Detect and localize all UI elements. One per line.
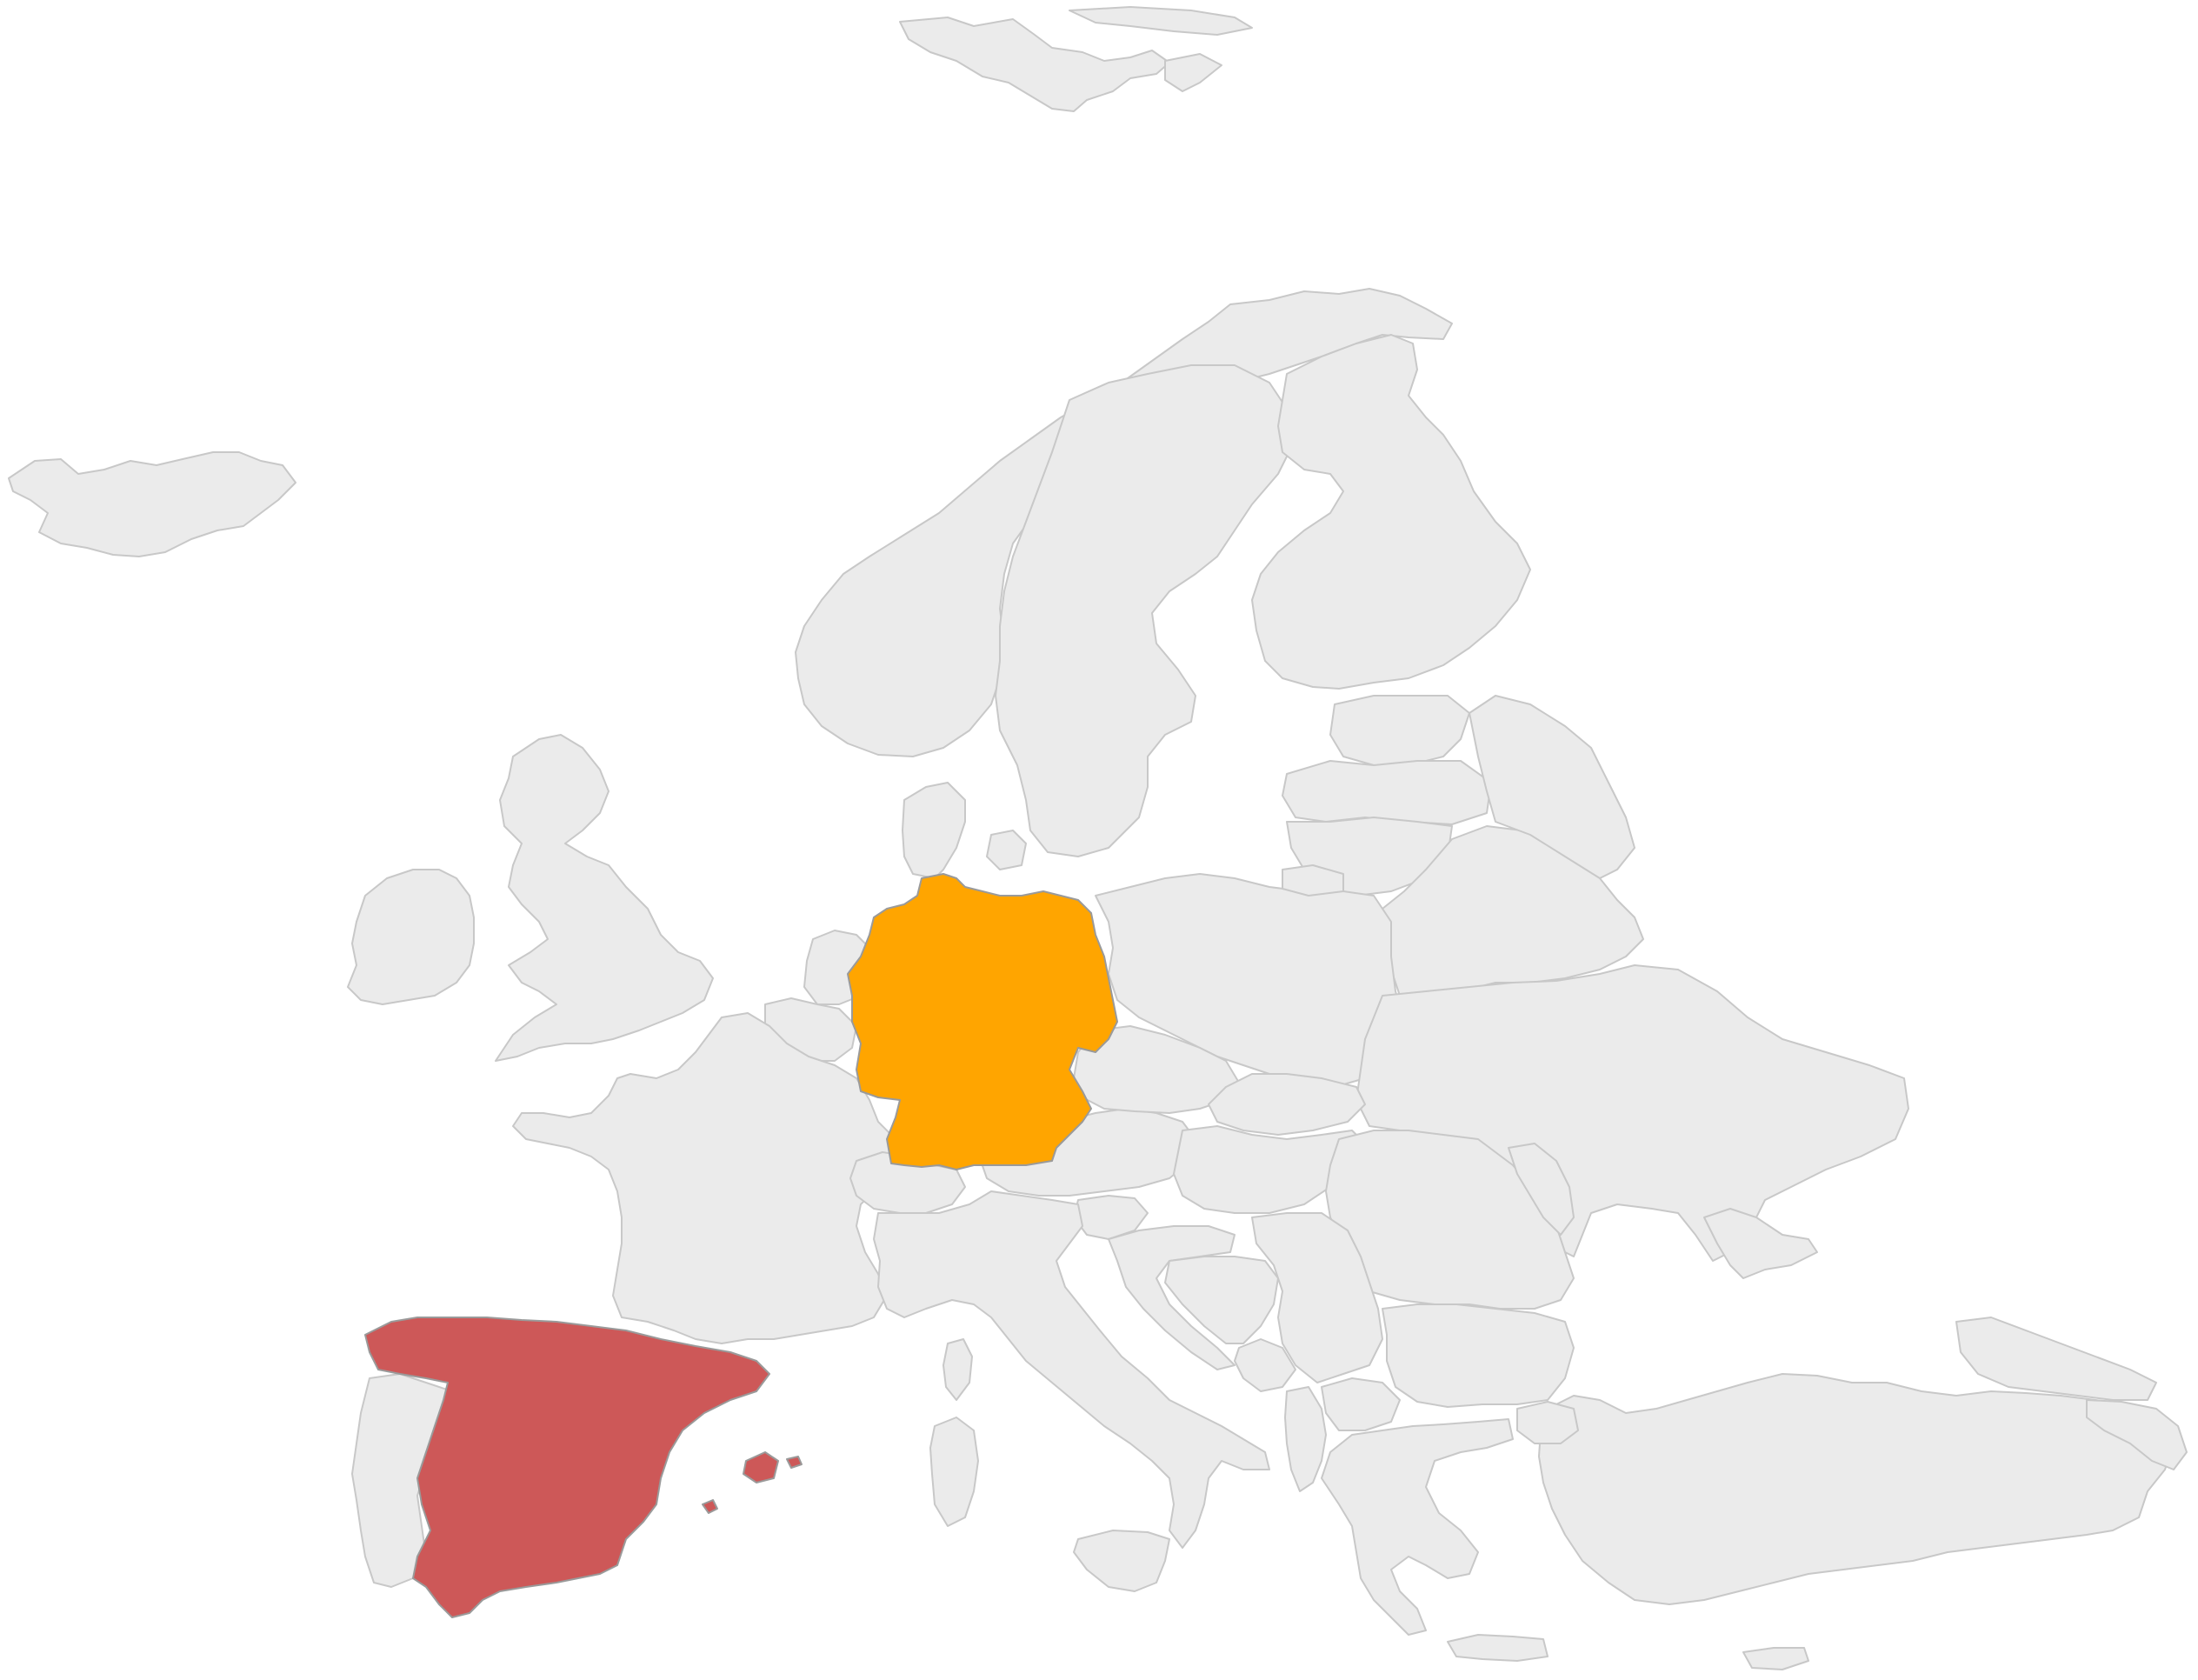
country-svalbard-east[interactable] (1069, 6, 1253, 36)
country-svalbard[interactable] (899, 17, 1170, 112)
country-albania[interactable] (1284, 1386, 1327, 1492)
country-iceland[interactable] (8, 451, 296, 557)
country-croatia[interactable] (1108, 1225, 1236, 1370)
country-denmark-zealand[interactable] (986, 830, 1027, 870)
country-russia[interactable] (1469, 695, 1635, 879)
country-france-corsica[interactable] (942, 1338, 973, 1401)
country-russia-kaliningrad[interactable] (1282, 864, 1344, 897)
country-moldova[interactable] (1508, 1143, 1575, 1236)
country-bosnia[interactable] (1164, 1256, 1279, 1344)
country-denmark[interactable] (902, 782, 966, 879)
country-slovakia[interactable] (1208, 1073, 1366, 1136)
country-crimea[interactable] (1703, 1208, 1818, 1279)
country-italy-sardinia[interactable] (929, 1417, 979, 1527)
country-germany[interactable] (847, 873, 1118, 1170)
country-cyprus[interactable] (1742, 1647, 1809, 1670)
country-united-kingdom[interactable] (495, 734, 714, 1062)
country-turkey-thrace[interactable] (1516, 1401, 1579, 1444)
country-greece-crete[interactable] (1447, 1634, 1549, 1662)
country-estonia[interactable] (1329, 695, 1470, 766)
country-montenegro[interactable] (1234, 1338, 1296, 1392)
base-land (8, 6, 2188, 1670)
country-france[interactable] (512, 1012, 896, 1344)
country-serbia[interactable] (1251, 1212, 1383, 1383)
country-north-macedonia[interactable] (1321, 1377, 1401, 1431)
country-greece[interactable] (1321, 1418, 1514, 1636)
country-finland[interactable] (1251, 334, 1531, 690)
country-spain-ibiza[interactable] (702, 1499, 718, 1514)
country-spain-menorca[interactable] (786, 1456, 803, 1469)
country-latvia[interactable] (1282, 760, 1492, 825)
country-georgia[interactable] (1955, 1317, 2157, 1401)
country-ireland[interactable] (347, 869, 475, 1005)
country-svalbard-island[interactable] (1164, 53, 1222, 92)
country-armenia-azerbaijan[interactable] (2086, 1399, 2188, 1470)
country-italy-sicily[interactable] (1073, 1530, 1170, 1592)
country-spain[interactable] (364, 1317, 770, 1618)
country-bulgaria[interactable] (1382, 1303, 1575, 1408)
country-italy[interactable] (873, 1190, 1270, 1549)
country-turkey[interactable] (1538, 1373, 2175, 1605)
country-spain-balearic[interactable] (743, 1451, 779, 1483)
